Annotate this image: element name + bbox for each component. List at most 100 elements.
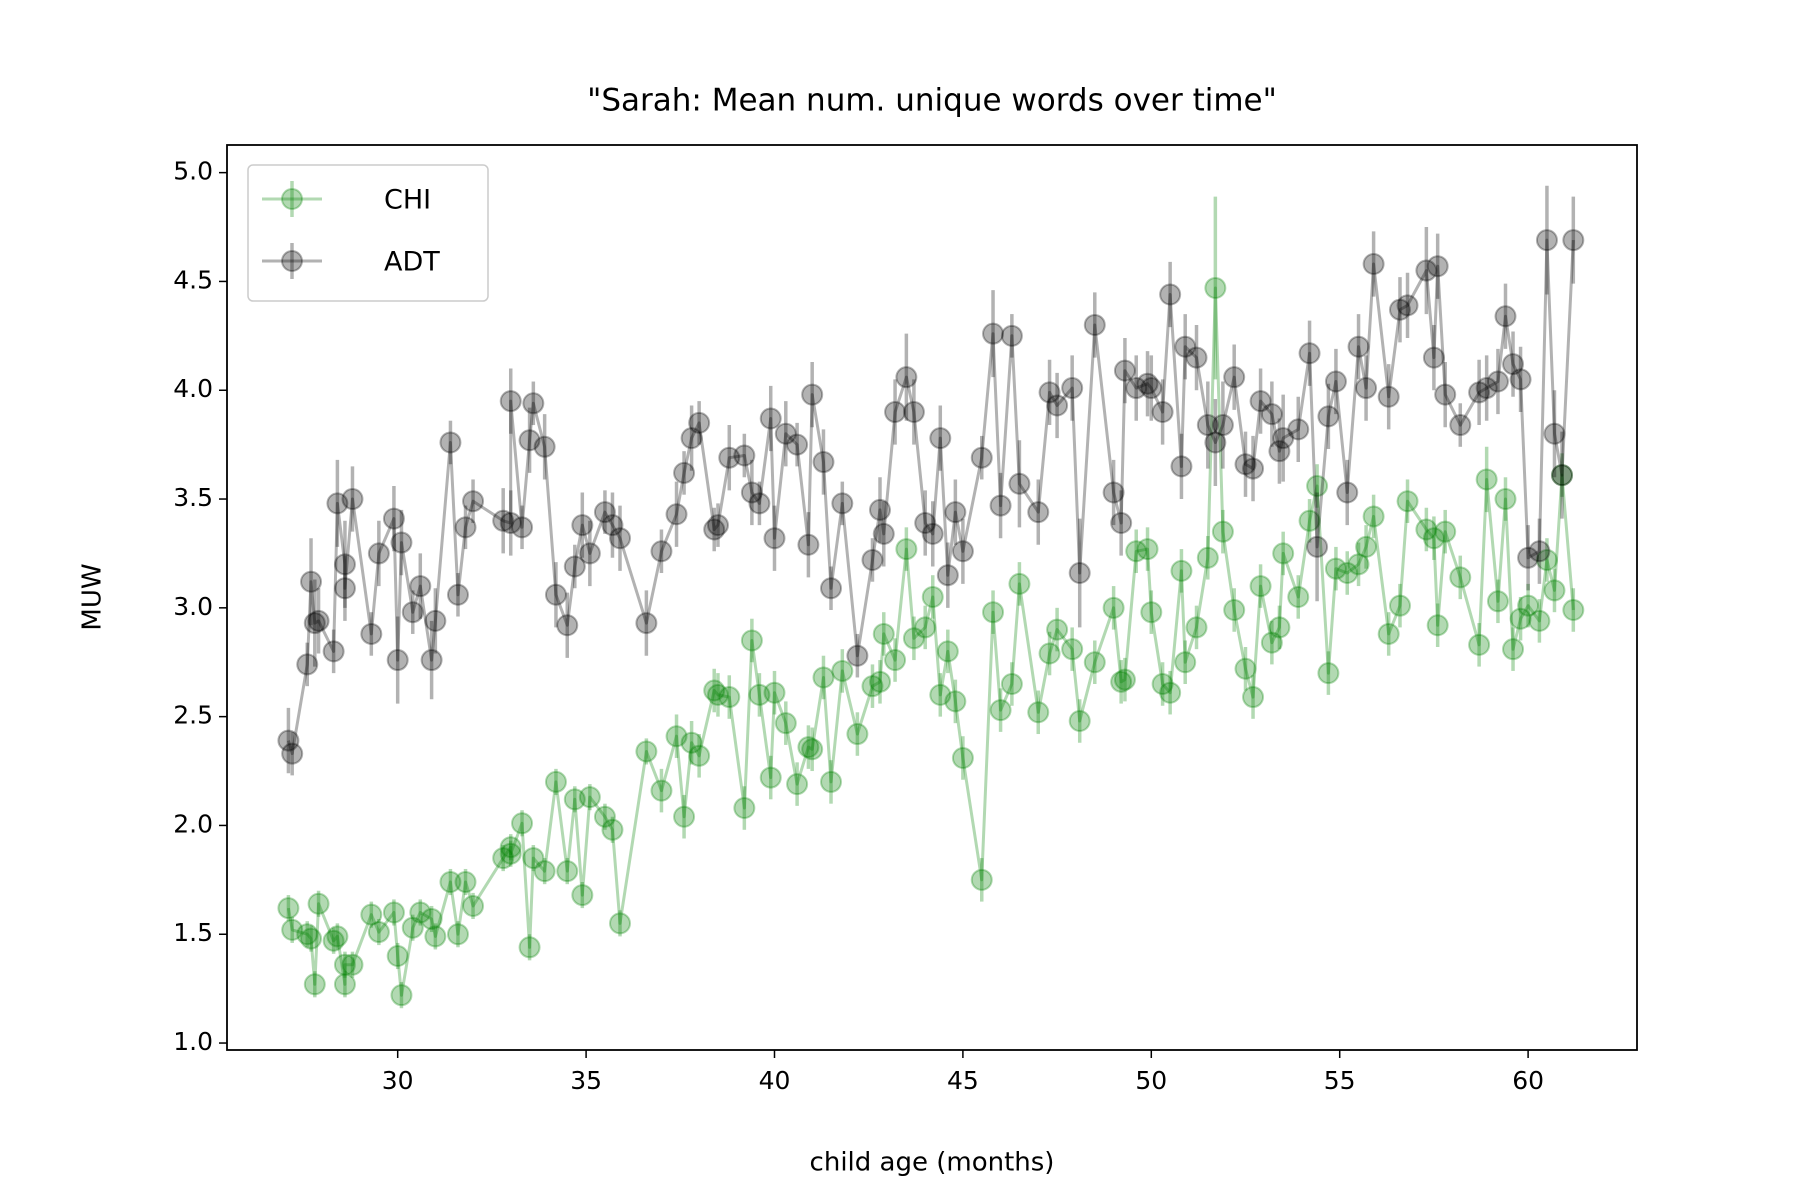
marker	[1170, 455, 1193, 478]
marker	[439, 871, 462, 894]
marker	[786, 773, 809, 796]
marker	[1517, 546, 1540, 569]
marker	[1528, 540, 1551, 563]
marker	[420, 908, 443, 931]
marker	[578, 786, 601, 809]
marker	[439, 431, 462, 454]
marker	[740, 481, 763, 504]
marker	[733, 444, 756, 467]
marker	[1449, 414, 1472, 437]
marker	[1347, 335, 1370, 358]
marker	[951, 746, 974, 769]
marker	[1008, 572, 1031, 595]
marker	[367, 542, 390, 565]
marker	[1204, 276, 1227, 299]
x-tick-label: 40	[759, 1066, 791, 1095]
marker	[1324, 370, 1347, 393]
marker	[1434, 520, 1457, 543]
marker	[1415, 259, 1438, 282]
marker	[688, 411, 711, 434]
series-line	[286, 238, 1575, 756]
marker	[869, 670, 892, 693]
marker	[518, 429, 541, 452]
marker	[1110, 670, 1133, 693]
marker	[884, 400, 907, 423]
marker	[1211, 520, 1234, 543]
marker	[499, 390, 522, 413]
marker	[1046, 394, 1069, 417]
marker	[748, 683, 771, 706]
marker	[1159, 681, 1182, 704]
marker	[1543, 422, 1566, 445]
marker	[706, 683, 729, 706]
marker	[1422, 346, 1445, 369]
marker	[763, 681, 786, 704]
marker	[929, 427, 952, 450]
marker	[861, 675, 884, 698]
marker	[511, 812, 534, 835]
marker	[1551, 464, 1574, 487]
marker	[556, 860, 579, 883]
marker	[556, 614, 579, 637]
marker	[1543, 579, 1566, 602]
y-tick-label: 3.5	[173, 483, 213, 512]
marker	[1396, 490, 1419, 513]
series-0	[277, 196, 1585, 1009]
marker	[578, 542, 601, 565]
marker	[1223, 599, 1246, 622]
marker	[1422, 527, 1445, 550]
marker	[936, 564, 959, 587]
marker	[1140, 377, 1163, 400]
marker	[499, 836, 522, 859]
marker	[1125, 540, 1148, 563]
marker	[367, 921, 390, 944]
marker	[846, 644, 869, 667]
marker	[635, 612, 658, 635]
marker	[300, 927, 323, 950]
marker	[872, 622, 895, 645]
marker	[1211, 414, 1234, 437]
marker	[571, 514, 594, 537]
marker	[499, 511, 522, 534]
marker	[1336, 562, 1359, 585]
marker	[812, 451, 835, 474]
marker	[1298, 509, 1321, 532]
marker	[1415, 518, 1438, 541]
marker	[296, 923, 319, 946]
marker	[454, 871, 477, 894]
marker	[1298, 342, 1321, 365]
marker	[1170, 559, 1193, 582]
marker	[322, 929, 345, 952]
marker	[1046, 618, 1069, 641]
marker	[424, 925, 447, 948]
marker	[277, 897, 300, 920]
marker	[673, 461, 696, 484]
marker	[718, 686, 741, 709]
marker	[1528, 609, 1551, 632]
marker	[895, 366, 918, 389]
marker	[680, 731, 703, 754]
marker	[1272, 427, 1295, 450]
marker	[1388, 594, 1411, 617]
marker	[571, 884, 594, 907]
marker	[861, 548, 884, 571]
marker	[989, 494, 1012, 517]
x-tick-label: 50	[1135, 1066, 1167, 1095]
marker	[921, 585, 944, 608]
marker	[1136, 372, 1159, 395]
marker	[1287, 418, 1310, 441]
marker	[1509, 607, 1532, 630]
marker	[902, 400, 925, 423]
marker	[1260, 403, 1283, 426]
marker	[1102, 596, 1125, 619]
x-axis-label: child age (months)	[810, 1148, 1055, 1178]
marker	[759, 407, 782, 430]
marker	[820, 577, 843, 600]
marker	[797, 736, 820, 759]
marker	[1377, 385, 1400, 408]
marker	[1562, 229, 1585, 252]
marker	[303, 973, 326, 996]
marker	[1068, 562, 1091, 585]
marker	[593, 501, 616, 524]
marker	[1396, 294, 1419, 317]
